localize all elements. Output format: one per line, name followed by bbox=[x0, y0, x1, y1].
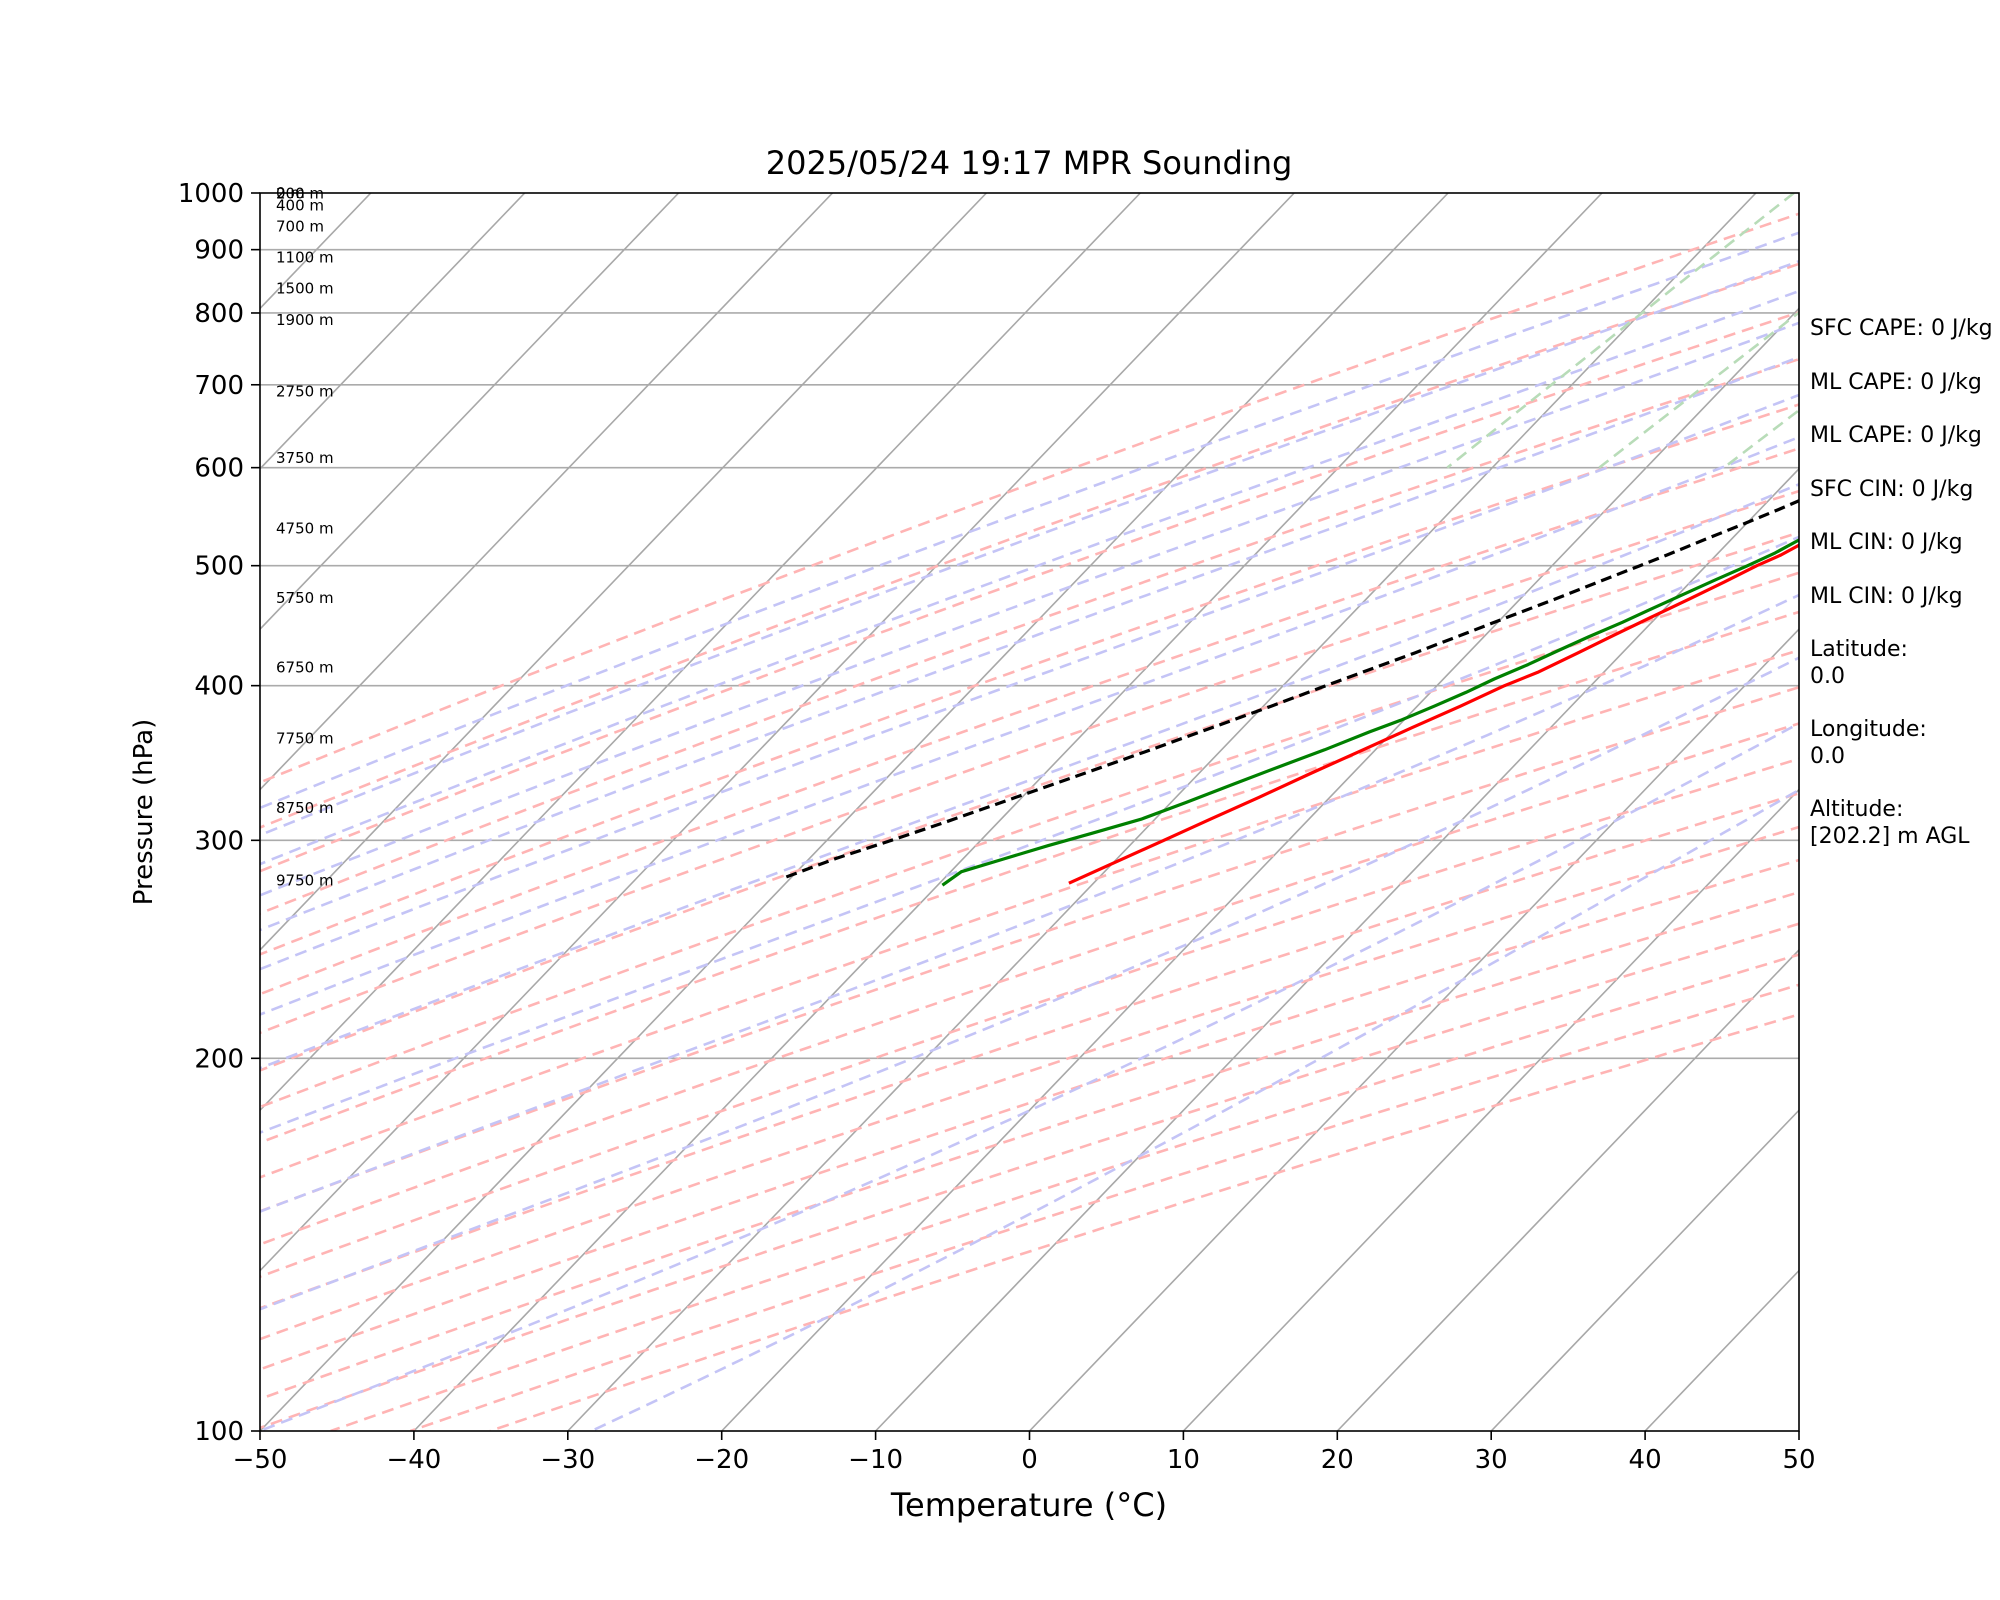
x-tick-label: −10 bbox=[848, 1445, 903, 1475]
ml-cin-text-2: ML CIN: 0 J/kg bbox=[1810, 584, 1963, 609]
x-tick-label: 30 bbox=[1475, 1445, 1508, 1475]
dry-adiabat-line bbox=[330, 953, 1799, 1431]
y-tick-label: 200 bbox=[194, 1044, 244, 1074]
isotherm-line bbox=[875, 467, 1799, 1431]
isotherm-line bbox=[413, 193, 1603, 1431]
isotherm-line bbox=[260, 193, 834, 791]
x-tick-label: −20 bbox=[694, 1445, 749, 1475]
moist-adiabat-line bbox=[260, 259, 1799, 837]
y-tick-label: 100 bbox=[194, 1417, 244, 1447]
y-tick-label: 600 bbox=[194, 454, 244, 484]
isotherm-line bbox=[0, 193, 63, 1431]
isotherm-line bbox=[1336, 948, 1799, 1431]
y-tick-label: 500 bbox=[194, 552, 244, 582]
sfc-cape-text: SFC CAPE: 0 J/kg bbox=[1810, 316, 1993, 341]
moist-adiabat-line bbox=[260, 435, 1799, 1016]
moist-adiabat-line bbox=[260, 393, 1799, 971]
moist-adiabat-line bbox=[260, 535, 1799, 1135]
ml-cape-text-2: ML CAPE: 0 J/kg bbox=[1810, 423, 1982, 448]
isotherm-line bbox=[1182, 788, 1799, 1431]
longitude-text: Longitude: 0.0 bbox=[1810, 717, 1927, 769]
y-tick-label: 800 bbox=[194, 299, 244, 329]
dry-adiabat-line bbox=[260, 571, 1799, 1109]
dry-adiabat-line bbox=[260, 791, 1799, 1310]
dry-adiabat-line bbox=[260, 357, 1799, 915]
height-label: 1900 m bbox=[276, 311, 334, 329]
temperature-trace bbox=[1068, 543, 1799, 885]
isotherm-line bbox=[260, 193, 1449, 1431]
dry-adiabat-line bbox=[260, 890, 1799, 1401]
dry-adiabat-line bbox=[260, 722, 1799, 1246]
isotherm-line bbox=[260, 193, 680, 631]
dry-adiabat-line bbox=[260, 212, 1799, 784]
isotherm-line bbox=[260, 193, 987, 952]
x-axis-label: Temperature (°C) bbox=[890, 1486, 1167, 1524]
y-tick-label: 400 bbox=[194, 672, 244, 702]
height-label: 7750 m bbox=[276, 729, 334, 747]
dry-adiabat-line bbox=[260, 403, 1799, 956]
x-tick-label: 0 bbox=[1021, 1445, 1038, 1475]
y-tick-label: 700 bbox=[194, 371, 244, 401]
x-tick-label: 20 bbox=[1321, 1445, 1354, 1475]
isotherm-line bbox=[260, 193, 1141, 1112]
ml-cin-text: ML CIN: 0 J/kg bbox=[1810, 530, 1963, 555]
dry-adiabat-line bbox=[260, 262, 1799, 829]
x-tick-label: −30 bbox=[540, 1445, 595, 1475]
y-axis-label: Pressure (hPa) bbox=[129, 719, 159, 906]
dry-adiabat-line bbox=[489, 1013, 1799, 1431]
x-tick-label: 10 bbox=[1167, 1445, 1200, 1475]
plot-frame bbox=[259, 192, 1800, 1432]
isotherm-line bbox=[260, 193, 526, 470]
x-tick-label: 50 bbox=[1782, 1445, 1815, 1475]
dry-adiabat-line bbox=[260, 447, 1799, 996]
height-label: 1100 m bbox=[276, 249, 334, 267]
latitude-text: Latitude: 0.0 bbox=[1810, 637, 1908, 689]
ml-cape-text: ML CAPE: 0 J/kg bbox=[1810, 370, 1982, 395]
x-tick-label: −50 bbox=[233, 1445, 288, 1475]
isotherm-line bbox=[0, 193, 217, 1431]
height-label: 9750 m bbox=[276, 871, 334, 889]
isotherm-line bbox=[260, 193, 1295, 1272]
x-tick-label: 40 bbox=[1629, 1445, 1662, 1475]
height-label: 3750 m bbox=[276, 449, 334, 467]
height-label: 1500 m bbox=[276, 279, 334, 297]
height-labels: 9750 m 8750 m 7750 m 6750 m 5750 m 4750 m 3750… bbox=[276, 184, 334, 889]
height-label: 5750 m bbox=[276, 589, 334, 607]
dry-adiabat-line bbox=[260, 311, 1799, 873]
isotherm-line bbox=[1490, 1109, 1799, 1431]
height-label: 400 m bbox=[276, 197, 324, 215]
moist-adiabat-line bbox=[260, 721, 1799, 1431]
axes: −50 −40 −30 −20 −10 0 10 20 30 40 50 100 200 300 400 50… bbox=[178, 179, 1816, 1475]
dry-adiabat-line bbox=[260, 648, 1799, 1179]
height-label: 700 m bbox=[276, 217, 324, 235]
sfc-cin-text: SFC CIN: 0 J/kg bbox=[1810, 477, 1974, 502]
height-label: 8750 m bbox=[276, 799, 334, 817]
dry-adiabat-line bbox=[260, 858, 1799, 1371]
dewpoint-trace bbox=[941, 538, 1799, 887]
altitude-text: Altitude: [202.2] m AGL bbox=[1810, 797, 1970, 849]
height-label: 6750 m bbox=[276, 658, 334, 676]
y-tick-label: 300 bbox=[194, 826, 244, 856]
height-label: 2750 m bbox=[276, 383, 334, 401]
parcel-path-trace bbox=[784, 499, 1799, 879]
sounding-traces bbox=[784, 499, 1799, 887]
isotherm-line bbox=[721, 307, 1799, 1431]
height-label: 4750 m bbox=[276, 519, 334, 537]
x-tick-label: −40 bbox=[386, 1445, 441, 1475]
y-tick-label: 900 bbox=[194, 236, 244, 266]
y-tick-label: 1000 bbox=[178, 179, 244, 209]
chart-title: 2025/05/24 19:17 MPR Sounding bbox=[766, 144, 1293, 182]
moist-adiabat-line bbox=[260, 289, 1799, 866]
mixing-ratio-line bbox=[1446, 193, 1795, 469]
moist-adiabat-line bbox=[260, 656, 1799, 1311]
